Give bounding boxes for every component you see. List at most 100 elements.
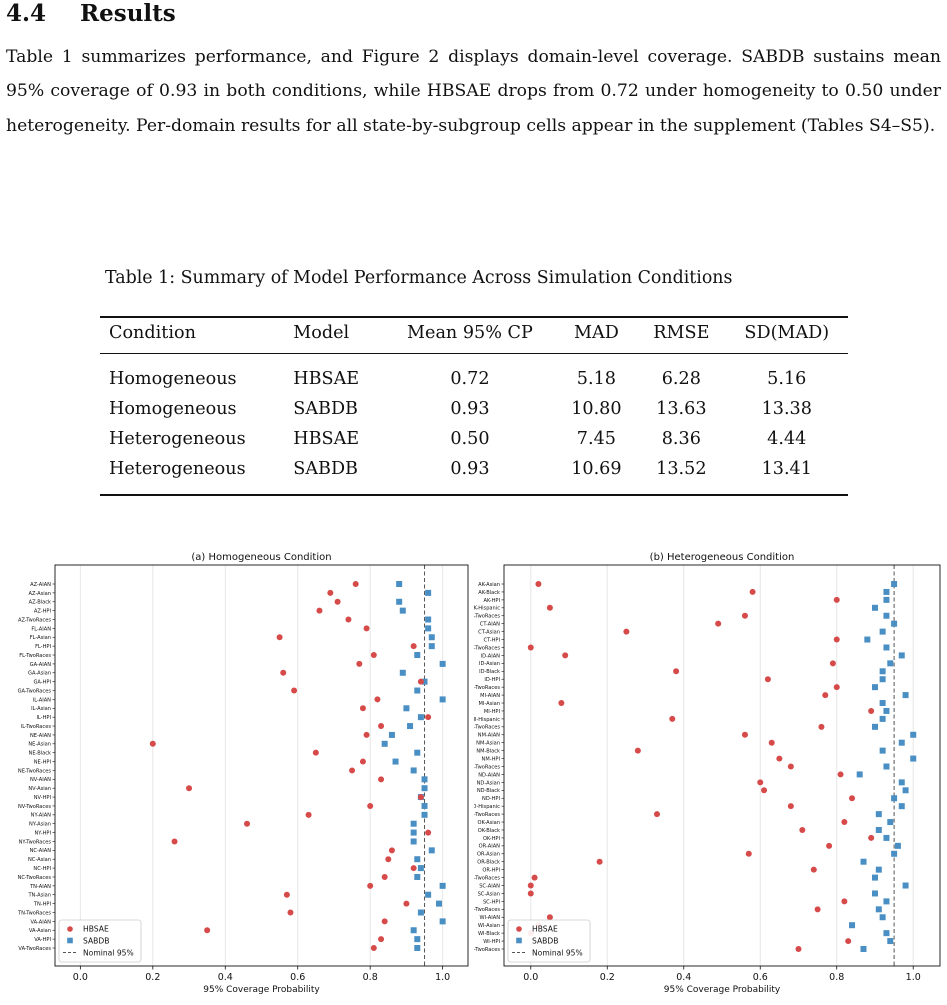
sabdb-point <box>399 669 406 676</box>
y-tick-label: TN-Asian <box>27 893 51 899</box>
hbsae-point <box>349 767 356 774</box>
sabdb-point <box>887 819 894 826</box>
hbsae-point <box>417 794 424 801</box>
sabdb-point <box>407 723 414 730</box>
sabdb-point <box>856 771 863 778</box>
hbsae-point <box>799 826 806 833</box>
y-tick-label: NE-Black <box>29 751 52 757</box>
sabdb-point <box>871 890 878 897</box>
hbsae-point <box>745 850 752 857</box>
y-tick-label: GA-AIAN <box>30 662 52 668</box>
y-tick-label: FL-Asian <box>30 635 51 641</box>
cell-mean-cp: 0.93 <box>384 454 556 496</box>
cell-sd-mad: 13.38 <box>761 399 812 419</box>
table-row: Heterogeneous HBSAE 0.50 7.45 8.36 4.44 <box>100 424 848 454</box>
y-tick-label: GA-Asian <box>28 671 51 677</box>
x-tick-label: 0.8 <box>829 972 844 983</box>
sabdb-point <box>414 945 421 951</box>
hbsae-point <box>291 687 298 694</box>
sabdb-point <box>439 696 446 703</box>
y-tick-label: NE-TwoRaces <box>18 768 51 774</box>
hbsae-point <box>757 779 764 786</box>
y-tick-label: ID-HPI <box>484 677 500 683</box>
cell-rmse: 8.36 <box>661 429 701 449</box>
y-tick-label: OR-AIAN <box>479 844 501 850</box>
sabdb-point <box>410 820 417 827</box>
y-tick-label: GA-HPI <box>33 680 51 686</box>
chart-title: (b) Heterogeneous Condition <box>650 552 795 563</box>
cell-model: SABDB <box>293 399 358 419</box>
hbsae-point <box>818 723 825 730</box>
y-tick-label: WI-Asian <box>478 923 500 929</box>
legend-hbsae-label: HBSAE <box>532 925 558 934</box>
y-tick-label: NM-Asian <box>476 741 500 747</box>
legend-nominal-label: Nominal 95% <box>83 949 134 958</box>
legend-sabdb-marker <box>67 937 73 944</box>
sabdb-point <box>891 795 898 802</box>
sabdb-point <box>875 811 882 818</box>
sabdb-point <box>860 946 867 952</box>
sabdb-point <box>425 891 432 898</box>
y-tick-label: FL-TwoRaces <box>19 653 51 659</box>
y-tick-label: FL-HPI <box>35 644 51 650</box>
sabdb-point <box>883 596 890 603</box>
header-sd-mad: SD(MAD) <box>725 316 848 354</box>
sabdb-point <box>410 829 417 836</box>
sabdb-point <box>425 616 432 623</box>
sabdb-point <box>883 763 890 770</box>
sabdb-point <box>898 803 905 810</box>
sabdb-point <box>910 755 917 762</box>
sabdb-point <box>410 927 417 934</box>
table-caption: Table 1: Summary of Model Performance Ac… <box>105 268 733 288</box>
legend-nominal-label: Nominal 95% <box>532 949 583 958</box>
sabdb-point <box>875 866 882 873</box>
sabdb-point <box>898 779 905 786</box>
sabdb-point <box>414 687 421 694</box>
hbsae-point <box>385 856 392 863</box>
header-mean-cp: Mean 95% CP <box>384 316 556 354</box>
y-tick-label: NV-Asian <box>28 786 51 792</box>
hbsae-point <box>381 918 388 925</box>
legend-box <box>507 919 591 963</box>
y-tick-label: NC-AIAN <box>30 848 52 854</box>
hbsae-point <box>527 882 534 889</box>
hbsae-point <box>367 882 374 889</box>
y-tick-label: WI-TwoRaces <box>474 947 500 953</box>
sabdb-point <box>887 660 894 667</box>
hbsae-point <box>535 581 542 587</box>
y-tick-label: ID-Asian <box>479 661 500 667</box>
hbsae-point <box>280 669 287 676</box>
sabdb-point <box>421 802 428 809</box>
header-condition: Condition <box>100 316 285 354</box>
y-tick-label: AK-Asian <box>478 582 500 588</box>
sabdb-point <box>414 873 421 880</box>
hbsae-point <box>381 873 388 880</box>
hbsae-point <box>845 938 852 945</box>
sabdb-point <box>439 660 446 667</box>
sabdb-point <box>875 826 882 833</box>
hbsae-point <box>741 612 748 619</box>
cell-mad: 5.18 <box>576 369 616 389</box>
y-tick-label: SC-AIAN <box>479 883 500 889</box>
cell-rmse: 13.52 <box>637 454 726 496</box>
y-tick-label: TN-HPI <box>33 902 51 908</box>
hbsae-point <box>768 739 775 746</box>
hbsae-point <box>367 802 374 809</box>
y-tick-label: ND-TwoRaces <box>474 812 500 818</box>
y-tick-label: ID-TwoRaces <box>474 685 500 691</box>
sabdb-point <box>396 581 403 587</box>
cell-condition: Homogeneous <box>109 399 237 419</box>
y-tick-label: OR-HPI <box>482 868 500 874</box>
hbsae-point <box>204 927 211 934</box>
y-tick-label: NE-Asian <box>28 742 51 748</box>
y-tick-label: NY-TwoRaces <box>19 839 52 845</box>
hbsae-point <box>814 906 821 913</box>
sabdb-point <box>883 644 890 651</box>
sabdb-point <box>883 707 890 714</box>
hbsae-point <box>403 900 410 907</box>
hbsae-point <box>653 811 660 818</box>
y-tick-label: NY-HPI <box>34 830 51 836</box>
y-tick-label: OR-Asian <box>477 852 500 858</box>
hbsae-point <box>410 643 417 650</box>
y-tick-label: NY-AIAN <box>31 813 52 819</box>
